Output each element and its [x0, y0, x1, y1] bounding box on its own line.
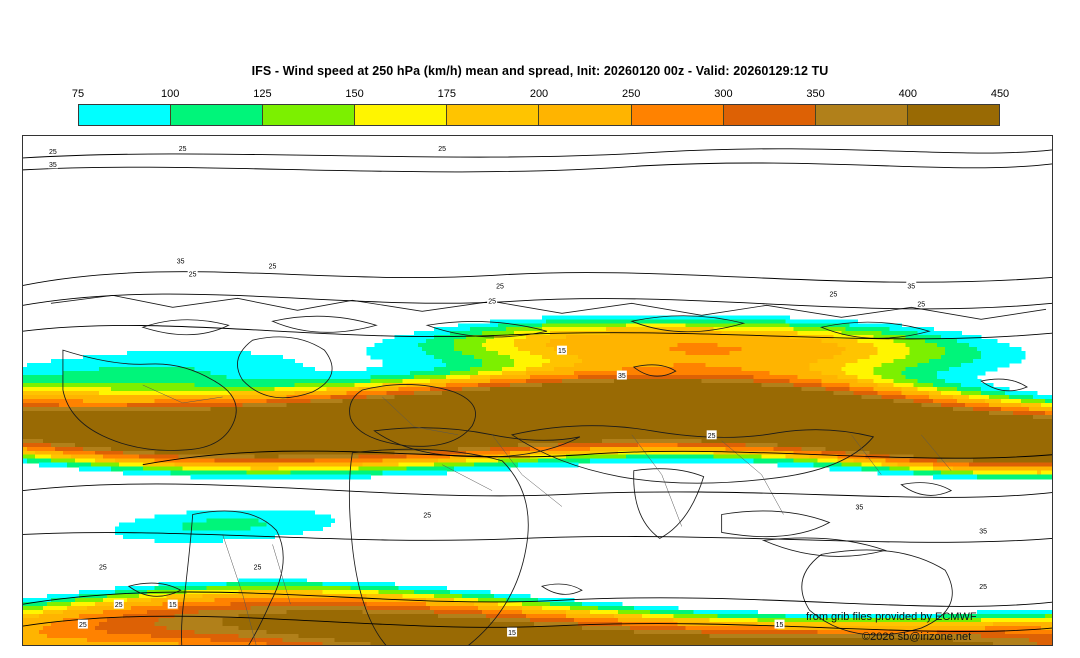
- colorbar-tick-300: 300: [714, 88, 733, 100]
- colorbar-segment-100-125: [171, 105, 264, 125]
- colorbar-swatches: [78, 104, 1000, 126]
- colorbar-tick-labels: 75 100 125 150 175 200 250 300 350 400 450: [72, 88, 1009, 104]
- colorbar-tick-75: 75: [71, 88, 85, 100]
- coastlines: [50, 294, 1047, 645]
- map-panel: 25 35 25 25 25 25 25 35 25 25 35 25 25 25 35 35 25 25 25 15…: [22, 135, 1053, 646]
- colorbar-segment-200-250: [539, 105, 632, 125]
- colorbar-segment-250-300: [631, 105, 724, 125]
- colorbar-segment-125-150: [263, 105, 356, 125]
- colorbar-tick-400: 400: [898, 88, 917, 100]
- colorbar-tick-150: 150: [345, 88, 364, 100]
- colorbar-segment-350-400: [815, 105, 908, 125]
- page-title: IFS - Wind speed at 250 hPa (km/h) mean …: [251, 64, 829, 78]
- source-credit: from grib files provided by ECMWF: [806, 611, 977, 623]
- colorbar-tick-100: 100: [161, 88, 180, 100]
- colorbar-segment-300-350: [723, 105, 816, 125]
- colorbar-segment-150-175: [355, 105, 448, 125]
- colorbar-segment-75-100: [79, 105, 172, 125]
- colorbar-tick-175: 175: [437, 88, 456, 100]
- colorbar-tick-250: 250: [622, 88, 641, 100]
- wind-speed-fill: [23, 315, 1052, 645]
- colorbar-segment-175-200: [447, 105, 540, 125]
- colorbar-tick-125: 125: [253, 88, 272, 100]
- copyright-credit: ©2026 sb@irizone.net: [862, 631, 972, 643]
- spread-contours: [23, 148, 1052, 632]
- colorbar-tick-450: 450: [990, 88, 1010, 100]
- colorbar-segment-400-450: [907, 105, 999, 125]
- colorbar-tick-350: 350: [806, 88, 825, 100]
- colorbar-legend: 75 100 125 150 175 200 250 300 350 400 450: [72, 88, 1009, 130]
- colorbar-tick-200: 200: [529, 88, 549, 100]
